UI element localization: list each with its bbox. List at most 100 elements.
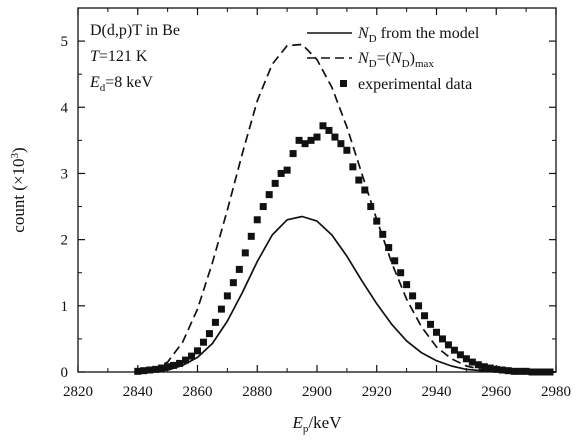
y-tick-label: 0 <box>61 365 69 381</box>
data-point-experimental <box>540 368 548 376</box>
data-point-experimental <box>199 338 207 346</box>
data-point-experimental <box>546 368 554 376</box>
data-point-experimental <box>170 361 178 369</box>
data-point-experimental <box>391 257 399 265</box>
data-point-experimental <box>217 305 225 313</box>
x-tick-label: 2980 <box>541 384 571 400</box>
data-point-experimental <box>480 363 488 371</box>
x-tick-label: 2860 <box>183 384 213 400</box>
annotation-temperature: T=121 K <box>90 48 148 65</box>
annotation-energy: Ed=8 keV <box>89 74 153 94</box>
data-point-experimental <box>229 279 237 287</box>
plot-frame <box>77 7 557 373</box>
data-point-experimental <box>140 367 148 375</box>
data-point-experimental <box>188 352 196 360</box>
data-point-experimental <box>373 217 381 225</box>
legend: ND from the model ND=(ND)max experimenta… <box>307 25 480 93</box>
data-point-experimental <box>164 363 172 371</box>
x-tick-label: 2880 <box>242 384 272 400</box>
x-tick-label: 2940 <box>422 384 452 400</box>
data-point-experimental <box>397 269 405 277</box>
data-point-experimental <box>444 341 452 349</box>
data-point-experimental <box>456 351 464 359</box>
data-point-experimental <box>504 367 512 375</box>
data-point-experimental <box>522 367 530 375</box>
x-tick-label: 2920 <box>362 384 392 400</box>
data-point-experimental <box>415 302 423 310</box>
data-point-experimental <box>182 356 190 364</box>
data-point-experimental <box>194 347 201 355</box>
data-point-experimental <box>528 368 536 376</box>
series-line-model <box>137 215 556 373</box>
data-point-experimental <box>211 318 219 326</box>
data-point-experimental <box>498 366 506 374</box>
data-point-experimental <box>259 203 267 211</box>
y-tick-label: 5 <box>61 34 69 50</box>
data-point-experimental <box>134 367 142 375</box>
y-tick-label: 4 <box>61 100 69 116</box>
data-point-experimental <box>277 169 285 177</box>
data-point-experimental <box>331 133 339 141</box>
x-tick-label: 2960 <box>481 384 511 400</box>
y-axis-label: count (×103) <box>9 147 28 232</box>
data-point-experimental <box>427 320 435 328</box>
data-point-experimental <box>241 249 249 257</box>
annotation-reaction: D(d,p)T in Be <box>90 22 180 39</box>
legend-label-max: ND=(ND)max <box>357 50 434 70</box>
legend-label-model: ND from the model <box>357 25 480 45</box>
data-point-experimental <box>403 281 411 289</box>
data-point-experimental <box>367 203 375 211</box>
data-point-experimental <box>313 133 321 141</box>
data-point-experimental <box>337 140 345 148</box>
data-point-experimental <box>409 292 417 300</box>
data-point-experimental <box>355 176 363 184</box>
data-point-experimental <box>223 292 231 300</box>
data-point-experimental <box>301 140 309 148</box>
data-point-experimental <box>343 146 351 154</box>
data-point-experimental <box>295 136 303 144</box>
data-point-experimental <box>176 359 184 367</box>
x-axis-label: Ep/keV <box>292 413 343 435</box>
data-point-experimental <box>235 265 243 273</box>
data-point-experimental <box>433 328 440 336</box>
series-line-max <box>137 43 556 373</box>
data-point-experimental <box>247 232 255 240</box>
data-point-experimental <box>474 361 482 369</box>
data-point-experimental <box>283 166 291 174</box>
data-point-experimental <box>385 244 393 252</box>
data-point-experimental <box>516 367 524 375</box>
data-point-experimental <box>468 358 476 366</box>
data-point-experimental <box>534 368 542 376</box>
y-tick-label: 3 <box>61 166 69 182</box>
data-point-experimental <box>158 364 166 372</box>
data-point-experimental <box>510 367 518 375</box>
annotations: D(d,p)T in Be T=121 K Ed=8 keV <box>89 22 180 94</box>
x-tick-label: 2900 <box>302 384 332 400</box>
data-point-experimental <box>271 179 279 187</box>
data-point-experimental <box>325 126 333 134</box>
data-point-experimental <box>486 364 494 372</box>
legend-swatch-squares <box>340 80 347 87</box>
data-point-experimental <box>349 163 357 171</box>
data-point-experimental <box>307 136 315 144</box>
y-tick-label: 1 <box>61 299 69 315</box>
data-point-experimental <box>462 355 470 363</box>
data-point-experimental <box>438 335 446 343</box>
data-point-experimental <box>152 365 160 373</box>
x-tick-label: 2820 <box>63 384 93 400</box>
series-layer <box>134 43 556 376</box>
data-point-experimental <box>361 186 369 194</box>
legend-label-experimental: experimental data <box>358 76 472 93</box>
y-tick-label: 2 <box>61 233 69 249</box>
data-point-experimental <box>253 216 261 224</box>
axis-ticks: 2820 2840 2860 2880 2900 2920 2940 2960 2980 0 1 2 3… <box>61 8 571 400</box>
data-point-experimental <box>265 191 273 199</box>
data-point-experimental <box>421 312 429 320</box>
data-point-experimental <box>379 230 387 238</box>
data-point-experimental <box>205 330 213 338</box>
data-point-experimental <box>146 366 154 374</box>
data-point-experimental <box>289 150 297 158</box>
data-point-experimental <box>450 346 458 354</box>
x-tick-label: 2840 <box>123 384 153 400</box>
